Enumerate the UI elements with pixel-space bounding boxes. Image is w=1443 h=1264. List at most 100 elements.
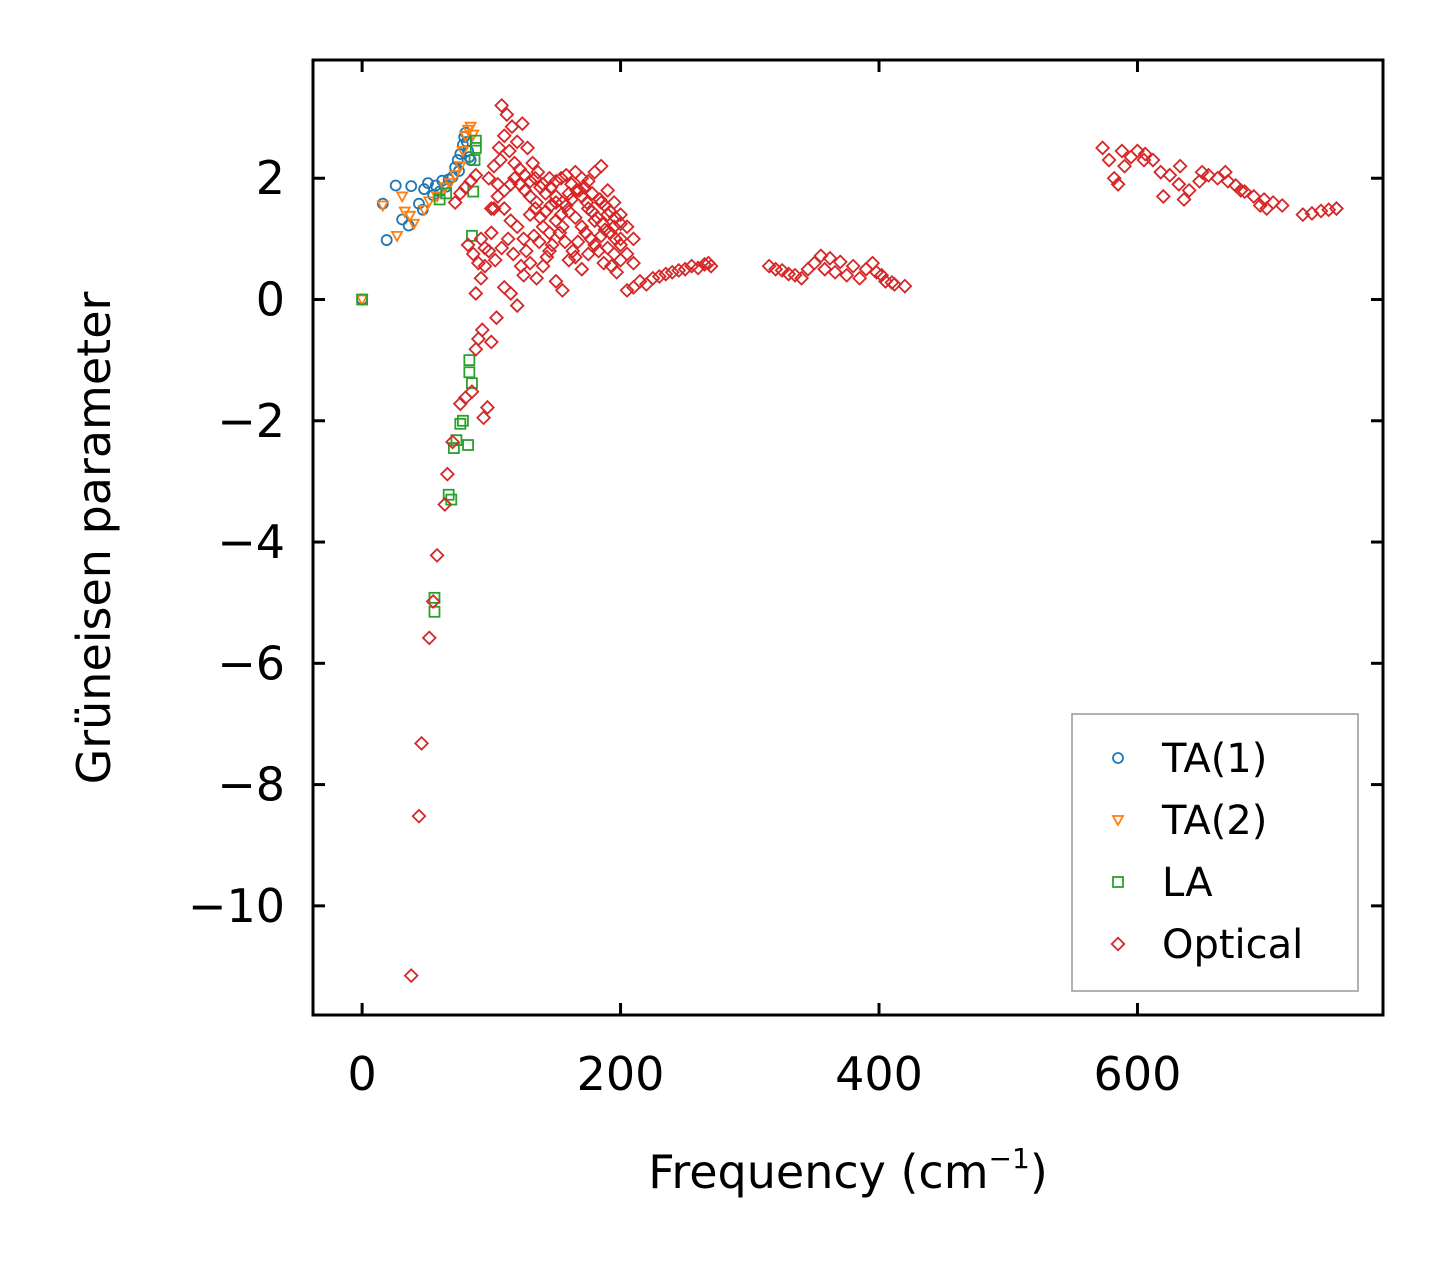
data-point bbox=[1153, 164, 1169, 180]
data-point bbox=[583, 231, 599, 247]
data-point bbox=[531, 234, 547, 250]
data-point bbox=[422, 177, 434, 189]
data-point bbox=[463, 366, 476, 379]
data-point bbox=[1117, 158, 1133, 174]
data-point bbox=[543, 198, 559, 214]
data-point bbox=[470, 255, 486, 271]
data-point bbox=[407, 218, 421, 231]
data-point bbox=[827, 264, 843, 280]
data-point bbox=[529, 270, 545, 286]
data-point bbox=[499, 107, 515, 123]
data-point bbox=[1172, 158, 1188, 174]
legend-entry: LA bbox=[1112, 860, 1213, 906]
y-tick-label: −10 bbox=[188, 879, 285, 933]
data-point bbox=[806, 255, 822, 271]
data-point bbox=[462, 439, 474, 451]
data-point bbox=[1106, 170, 1122, 186]
y-tick-label: −6 bbox=[217, 636, 285, 690]
data-point bbox=[565, 243, 581, 259]
data-point bbox=[421, 630, 437, 646]
data-point bbox=[587, 237, 603, 253]
data-point bbox=[494, 240, 510, 256]
data-point bbox=[422, 196, 436, 209]
data-point bbox=[897, 278, 913, 294]
data-point bbox=[1162, 167, 1178, 183]
data-point bbox=[774, 262, 790, 278]
data-point bbox=[554, 219, 570, 235]
data-point bbox=[468, 285, 484, 301]
data-point bbox=[600, 182, 616, 198]
data-point bbox=[1194, 164, 1210, 180]
data-point bbox=[468, 167, 484, 183]
data-point bbox=[509, 298, 525, 314]
data-point bbox=[486, 201, 502, 217]
data-point bbox=[417, 204, 431, 217]
data-point bbox=[518, 243, 534, 259]
legend-entry: TA(2) bbox=[1111, 798, 1267, 844]
data-point bbox=[376, 200, 390, 213]
data-point bbox=[496, 201, 512, 217]
data-point bbox=[781, 266, 797, 282]
data-point bbox=[852, 270, 868, 286]
x-tick-label: 400 bbox=[835, 1047, 923, 1101]
data-point bbox=[390, 230, 404, 243]
data-point bbox=[1136, 152, 1152, 168]
data-point bbox=[469, 142, 482, 154]
legend-entries: TA(1) TA(2) LA Optical bbox=[1110, 736, 1303, 968]
data-point bbox=[832, 254, 848, 270]
data-point bbox=[403, 968, 419, 984]
data-point bbox=[619, 219, 635, 235]
data-point bbox=[1237, 184, 1253, 200]
legend-label: Optical bbox=[1162, 922, 1303, 968]
data-point bbox=[486, 158, 502, 174]
data-point bbox=[1217, 164, 1233, 180]
data-point bbox=[477, 240, 493, 256]
legend-entry: TA(1) bbox=[1112, 736, 1267, 782]
data-point bbox=[625, 255, 642, 271]
data-point bbox=[516, 267, 532, 283]
data-point bbox=[483, 201, 499, 217]
legend-label: TA(1) bbox=[1161, 736, 1267, 782]
data-point bbox=[425, 593, 441, 609]
data-point bbox=[845, 258, 861, 274]
data-point bbox=[483, 225, 499, 241]
data-point bbox=[439, 466, 455, 482]
data-point bbox=[548, 194, 564, 211]
data-point bbox=[703, 258, 719, 274]
data-point bbox=[447, 442, 460, 454]
data-point bbox=[613, 231, 629, 247]
data-point bbox=[505, 246, 521, 262]
data-point bbox=[613, 237, 629, 253]
data-point bbox=[483, 334, 499, 350]
legend: TA(1) TA(2) LA Optical bbox=[1071, 713, 1359, 992]
data-point bbox=[494, 97, 510, 113]
data-point bbox=[574, 219, 590, 235]
data-point bbox=[403, 210, 417, 223]
data-point bbox=[591, 243, 607, 259]
data-point bbox=[527, 170, 543, 186]
data-point bbox=[579, 194, 595, 211]
legend-box bbox=[1071, 713, 1359, 992]
y-tick-label: 0 bbox=[256, 273, 285, 327]
data-point bbox=[570, 234, 586, 250]
data-point bbox=[1171, 176, 1187, 192]
data-point bbox=[465, 246, 481, 262]
y-tick-label: 2 bbox=[256, 151, 285, 205]
data-point bbox=[429, 547, 445, 563]
data-point bbox=[445, 434, 461, 450]
data-point bbox=[567, 210, 583, 226]
data-point bbox=[613, 216, 629, 232]
data-point bbox=[1101, 152, 1117, 168]
data-point bbox=[576, 179, 592, 195]
data-point bbox=[356, 293, 369, 306]
data-point bbox=[514, 116, 530, 132]
data-point bbox=[522, 188, 538, 204]
data-point bbox=[456, 146, 470, 158]
data-points-layer bbox=[355, 97, 1345, 984]
data-point bbox=[553, 207, 569, 223]
data-point bbox=[355, 294, 369, 307]
data-point bbox=[574, 261, 590, 277]
data-point bbox=[1246, 188, 1262, 204]
data-point bbox=[395, 191, 409, 204]
